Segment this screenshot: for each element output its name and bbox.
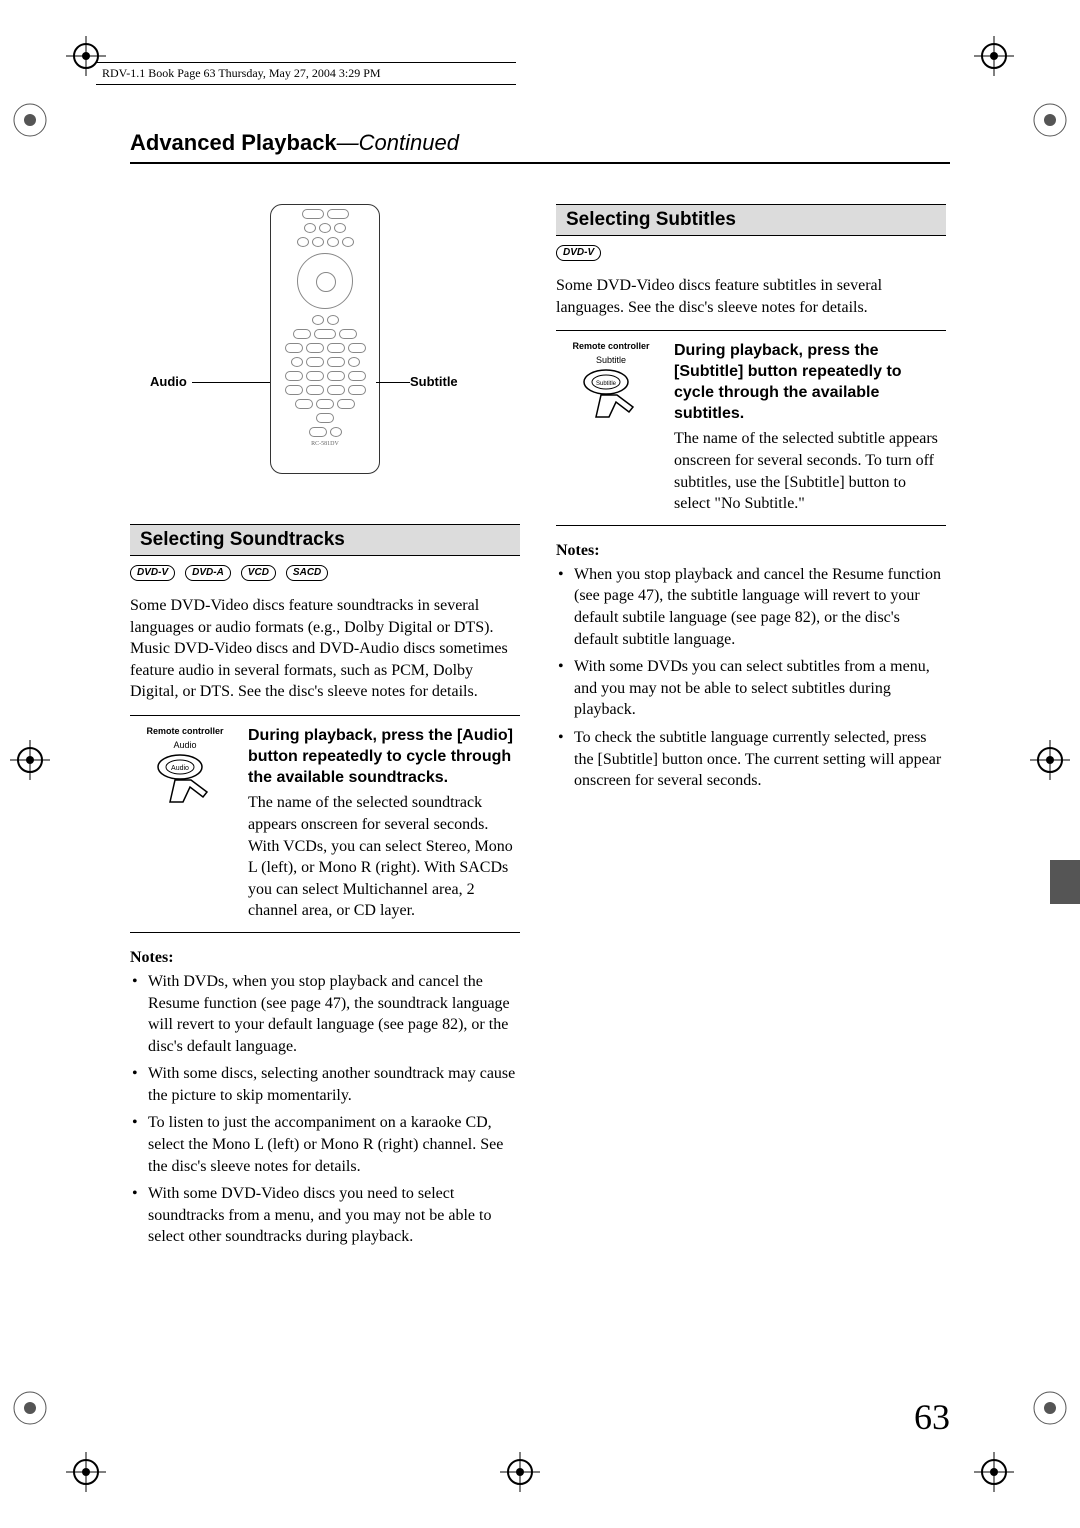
press-button-icon: Audio <box>130 752 240 817</box>
soundtracks-intro: Some DVD-Video discs feature soundtracks… <box>130 595 520 703</box>
title-italic: —Continued <box>337 130 459 155</box>
badge-vcd: VCD <box>241 565 276 581</box>
instruction-audio: Remote controller Audio Audio During pla… <box>130 715 520 933</box>
note-item: To listen to just the accompaniment on a… <box>130 1112 520 1177</box>
side-tab-marker <box>1050 860 1080 904</box>
title-underline <box>130 162 950 164</box>
note-item: With some discs, selecting another sound… <box>130 1063 520 1106</box>
remote-model-label: RC-581DV <box>271 441 379 447</box>
remote-controller-illustration: RC-581DV <box>270 204 380 474</box>
notes-list-left: With DVDs, when you stop playback and ca… <box>130 971 520 1248</box>
reg-mark-icon <box>66 1452 106 1492</box>
page-number: 63 <box>914 1396 950 1438</box>
remote-diagram: Audio <box>130 204 520 484</box>
diagram-label-audio: Audio <box>150 374 187 389</box>
subtitle-button-caption: Subtitle <box>556 355 666 365</box>
instruction-description: The name of the selected subtitle appear… <box>674 428 946 514</box>
reg-mark-icon <box>1030 740 1070 780</box>
instruction-subtitle: Remote controller Subtitle Subtitle Duri… <box>556 330 946 526</box>
reg-mark-icon <box>10 1388 50 1428</box>
notes-heading: Notes: <box>556 542 946 560</box>
heading-soundtracks: Selecting Soundtracks <box>130 524 520 556</box>
reg-mark-icon <box>500 1452 540 1492</box>
reg-mark-icon <box>10 100 50 140</box>
page-title: Advanced Playback—Continued <box>130 130 950 156</box>
note-item: When you stop playback and cancel the Re… <box>556 564 946 650</box>
reg-mark-icon <box>1030 1388 1070 1428</box>
heading-subtitles: Selecting Subtitles <box>556 204 946 236</box>
note-item: To check the subtitle language currently… <box>556 727 946 792</box>
audio-button-caption: Audio <box>130 740 240 750</box>
title-bold: Advanced Playback <box>130 130 337 155</box>
reg-mark-icon <box>974 36 1014 76</box>
diagram-label-subtitle: Subtitle <box>410 374 458 389</box>
right-column: Selecting Subtitles DVD-V Some DVD-Video… <box>556 204 946 1254</box>
reg-mark-icon <box>974 1452 1014 1492</box>
format-badges: DVD-V DVD-A VCD SACD <box>130 562 520 581</box>
svg-text:Subtitle: Subtitle <box>596 381 617 387</box>
note-item: With some DVD-Video discs you need to se… <box>130 1183 520 1248</box>
format-badges: DVD-V <box>556 242 946 261</box>
remote-controller-label: Remote controller <box>556 341 666 351</box>
instruction-bold-text: During playback, press the [Audio] butto… <box>248 726 520 788</box>
subtitles-intro: Some DVD-Video discs feature subtitles i… <box>556 275 946 318</box>
svg-text:Audio: Audio <box>171 765 189 772</box>
page-header: RDV-1.1 Book Page 63 Thursday, May 27, 2… <box>96 62 516 85</box>
instruction-description: The name of the selected soundtrack appe… <box>248 792 520 922</box>
note-item: With some DVDs you can select subtitles … <box>556 656 946 721</box>
left-column: Audio <box>130 204 520 1254</box>
callout-line <box>376 382 410 383</box>
callout-line <box>192 382 274 383</box>
badge-dvda: DVD-A <box>185 565 231 581</box>
remote-hint: Remote controller Subtitle Subtitle <box>556 341 666 515</box>
page-content: Advanced Playback—Continued Audio <box>130 130 950 1254</box>
instruction-bold-text: During playback, press the [Subtitle] bu… <box>674 341 946 424</box>
remote-controller-label: Remote controller <box>130 726 240 736</box>
badge-sacd: SACD <box>286 565 328 581</box>
press-button-icon: Subtitle <box>556 367 666 432</box>
notes-heading: Notes: <box>130 949 520 967</box>
remote-hint: Remote controller Audio Audio <box>130 726 240 922</box>
badge-dvdv: DVD-V <box>556 245 601 261</box>
notes-list-right: When you stop playback and cancel the Re… <box>556 564 946 792</box>
badge-dvdv: DVD-V <box>130 565 175 581</box>
reg-mark-icon <box>1030 100 1070 140</box>
note-item: With DVDs, when you stop playback and ca… <box>130 971 520 1057</box>
reg-mark-icon <box>10 740 50 780</box>
